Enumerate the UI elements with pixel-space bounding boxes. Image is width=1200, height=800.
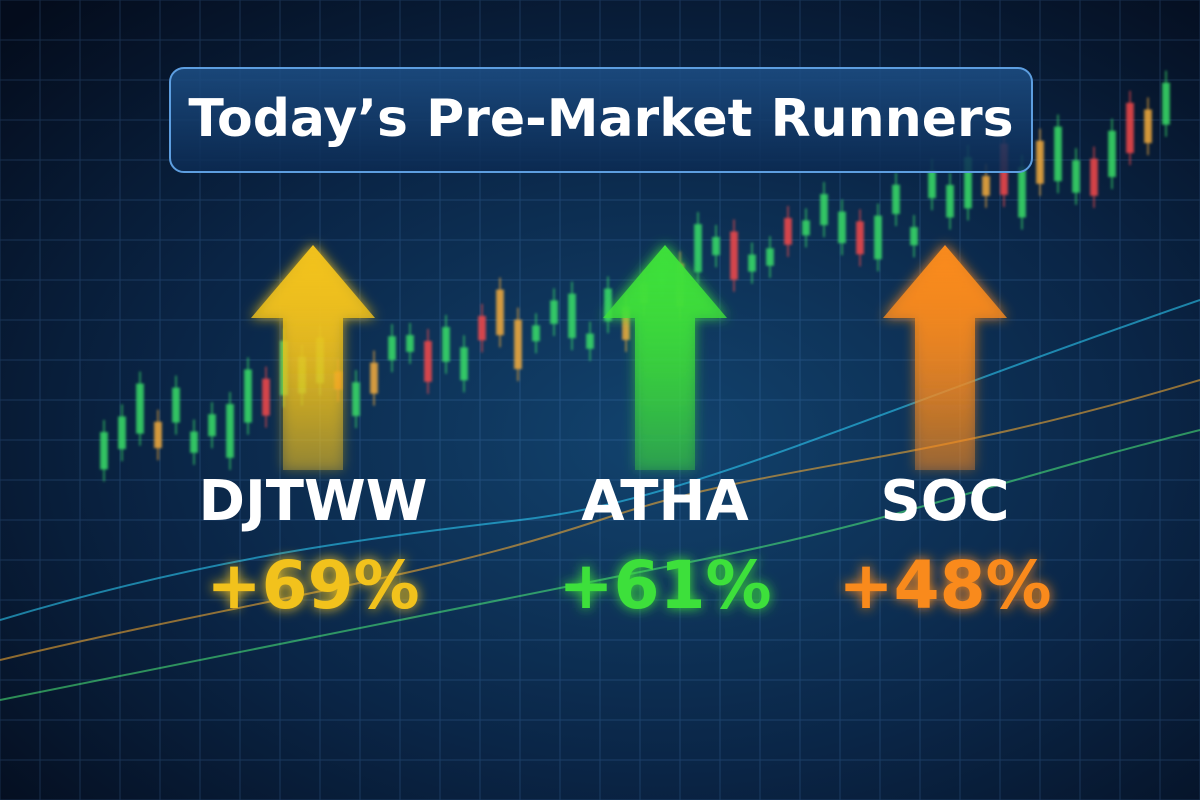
candle-body bbox=[190, 431, 198, 453]
ticker: SOC bbox=[880, 469, 1009, 534]
candle-body bbox=[946, 184, 954, 218]
candle-body bbox=[730, 231, 738, 280]
title-box bbox=[169, 67, 1033, 173]
candle-body bbox=[784, 217, 792, 245]
up-arrow bbox=[603, 245, 727, 470]
candle-body bbox=[1144, 109, 1152, 144]
candle-body bbox=[820, 194, 828, 226]
candle-body bbox=[118, 416, 126, 450]
candle-body bbox=[550, 300, 558, 324]
candle-body bbox=[874, 215, 882, 260]
candle-body bbox=[1072, 160, 1080, 193]
candle-body bbox=[352, 382, 360, 417]
percent-change: +61% bbox=[558, 547, 771, 624]
candle-body bbox=[1036, 140, 1044, 184]
candle-body bbox=[982, 175, 990, 196]
candle-body bbox=[1018, 167, 1026, 218]
candle-body bbox=[478, 315, 486, 341]
candle-body bbox=[532, 325, 540, 342]
candle-body bbox=[928, 171, 936, 199]
candle-body bbox=[604, 288, 612, 322]
candle-body bbox=[172, 387, 180, 423]
candle-body bbox=[406, 335, 414, 352]
candle-body bbox=[1054, 126, 1062, 182]
candle-body bbox=[1126, 102, 1134, 154]
candle-body bbox=[370, 362, 378, 394]
candle-body bbox=[244, 369, 252, 423]
candle-body bbox=[208, 414, 216, 437]
candle-body bbox=[748, 254, 756, 272]
candle-body bbox=[892, 184, 900, 215]
candle-body bbox=[586, 333, 594, 349]
candle-body bbox=[226, 404, 234, 458]
candle-body bbox=[1090, 158, 1098, 196]
up-arrow bbox=[251, 245, 375, 470]
candle-body bbox=[262, 378, 270, 416]
percent-change: +69% bbox=[206, 547, 419, 624]
candle-body bbox=[712, 236, 720, 256]
candle-body bbox=[388, 336, 396, 361]
candle-body bbox=[622, 306, 630, 340]
ticker: DJTWW bbox=[198, 469, 427, 534]
candle-body bbox=[154, 421, 162, 449]
candle-body bbox=[460, 347, 468, 381]
candle-body bbox=[568, 293, 576, 339]
up-arrow bbox=[883, 245, 1007, 470]
candle-body bbox=[802, 220, 810, 236]
candle-body bbox=[514, 319, 522, 370]
percent-change: +48% bbox=[838, 547, 1051, 624]
candle-body bbox=[1162, 82, 1170, 125]
candle-body bbox=[424, 340, 432, 382]
candle-body bbox=[766, 248, 774, 266]
candle-body bbox=[1108, 130, 1116, 178]
candle-body bbox=[838, 211, 846, 244]
ticker: ATHA bbox=[581, 469, 749, 534]
candle-body bbox=[910, 227, 918, 246]
candle-body bbox=[964, 157, 972, 209]
candle-body bbox=[136, 383, 144, 434]
candle-body bbox=[694, 224, 702, 273]
candle-body bbox=[856, 221, 864, 255]
candle-body bbox=[496, 289, 504, 336]
runners: DJTWW +69% ATHA +61% SOC +48% bbox=[198, 245, 1052, 624]
candle-body bbox=[442, 326, 450, 362]
title: Today’s Pre-Market Runners bbox=[188, 89, 1013, 149]
candle-body bbox=[100, 431, 108, 470]
